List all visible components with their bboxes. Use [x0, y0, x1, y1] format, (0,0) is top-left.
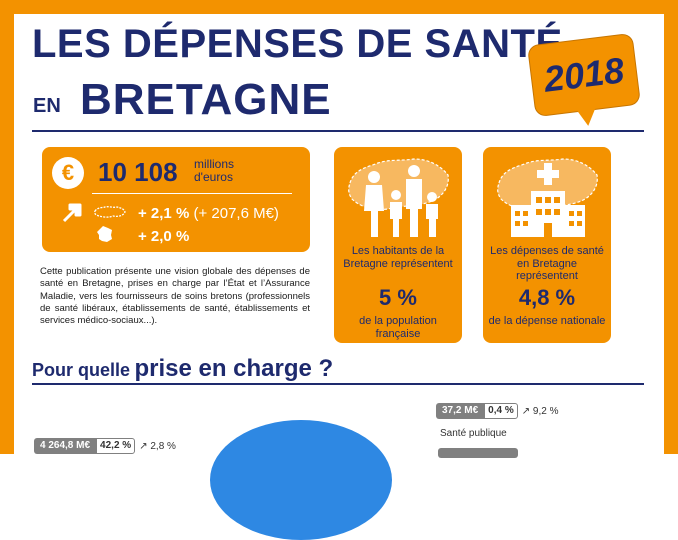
section-title-big: prise en charge ? [134, 355, 334, 382]
population-card-value: 5 % [379, 285, 417, 310]
summary-divider [92, 193, 292, 194]
breakdown-item-main: 4 264,8 M€ 42,2 % ↗ 2,8 % [34, 438, 176, 454]
section-divider [32, 383, 644, 385]
spending-card-value: 4,8 % [518, 285, 576, 310]
breakdown-change: ↗ 9,2 % [522, 406, 559, 417]
breakdown-change-value: 9,2 % [532, 405, 559, 417]
breakdown-share: 0,4 % [484, 403, 518, 419]
summary-box: € 10 108 millions d'euros + 2,1 % (+ 207… [42, 147, 310, 252]
page-title: LES DÉPENSES DE SANTÉ [32, 22, 563, 66]
amount-unit-line2: d'euros [194, 170, 233, 184]
breakdown-change-value: 2,8 % [150, 440, 176, 452]
breakdown-share: 42,2 % [96, 438, 136, 454]
population-card-text-top: Les habitants de la Bretagne représenten… [343, 245, 453, 270]
spending-card: Les dépenses de santé en Bretagne représ… [483, 147, 611, 343]
population-card-text-bottom: de la population française [359, 315, 437, 340]
frame-top [0, 0, 678, 14]
growth-france: + 2,0 % [138, 228, 190, 245]
year-badge: 2018 [528, 33, 640, 117]
total-amount: 10 108 [98, 157, 178, 187]
growth-bretagne-detail: (+ 207,6 M€) [193, 205, 279, 222]
section-title-small: Pour quelle [32, 360, 131, 380]
title-divider [32, 130, 644, 132]
trend-up-icon: ↗ [521, 405, 531, 417]
arrow-up-right-icon [62, 203, 82, 223]
section-title: Pour quelle prise en charge ? [32, 355, 333, 383]
spending-card-text-top: Les dépenses de santé en Bretagne représ… [490, 245, 604, 283]
breakdown-label: Santé publique [440, 428, 507, 439]
breakdown-pie [210, 420, 392, 540]
breakdown-item-partial [438, 448, 518, 458]
population-card: Les habitants de la Bretagne représenten… [334, 147, 462, 343]
breakdown-item-sante-publique: 37,2 M€ 0,4 % ↗ 9,2 % [436, 403, 558, 419]
frame-right [664, 0, 678, 454]
spending-card-text-bottom: de la dépense nationale [488, 315, 606, 327]
year-label: 2018 [541, 49, 627, 100]
page-title-region: BRETAGNE [80, 75, 332, 124]
growth-bretagne: + 2,1 % (+ 207,6 M€) [138, 205, 279, 222]
hospital-map-icon [497, 158, 598, 237]
frame-left [0, 0, 14, 454]
bretagne-map-icon [94, 206, 126, 218]
trend-up-icon: ↗ [139, 440, 148, 452]
growth-bretagne-pct: + 2,1 % [138, 205, 190, 222]
breakdown-amount: 4 264,8 M€ [34, 438, 97, 454]
page-title-prefix: EN [33, 95, 61, 117]
france-map-icon [97, 226, 112, 242]
family-map-icon [348, 158, 449, 237]
intro-text: Cette publication présente une vision gl… [40, 266, 310, 327]
amount-unit-line1: millions [194, 157, 235, 171]
euro-icon: € [52, 157, 84, 189]
breakdown-amount: 37,2 M€ [436, 403, 485, 419]
breakdown-change: ↗ 2,8 % [139, 441, 176, 452]
